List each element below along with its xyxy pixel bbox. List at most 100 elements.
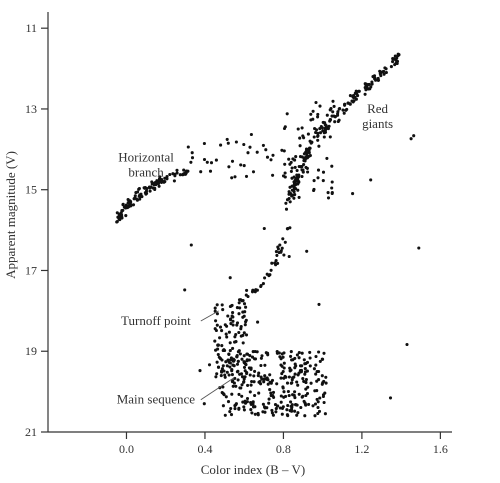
star-point-red-giant-branch bbox=[285, 198, 290, 202]
star-point-main-sequence bbox=[238, 352, 242, 356]
star-point-main-sequence bbox=[219, 374, 223, 378]
star-point-main-sequence bbox=[288, 366, 292, 370]
star-point-field-stars bbox=[190, 151, 194, 155]
star-point-red-giant-core bbox=[287, 192, 291, 196]
star-point-turnoff bbox=[241, 341, 245, 345]
star-point-main-sequence bbox=[226, 400, 231, 404]
star-point-turnoff bbox=[213, 306, 217, 310]
star-point-main-sequence bbox=[315, 397, 319, 401]
star-point-turnoff bbox=[231, 311, 235, 315]
star-point-horizontal-branch bbox=[115, 211, 119, 215]
star-point-main-sequence bbox=[308, 356, 312, 360]
star-point-subgiant-branch bbox=[261, 282, 265, 286]
star-point-main-sequence bbox=[282, 361, 286, 365]
star-point-horizontal-branch bbox=[144, 189, 149, 193]
star-point-main-sequence bbox=[274, 407, 278, 411]
star-point-field-stars bbox=[312, 179, 316, 183]
star-point-main-sequence bbox=[322, 351, 326, 355]
star-point-asymptotic-branch bbox=[209, 161, 214, 165]
star-point-subgiant-branch bbox=[283, 240, 287, 244]
star-point-main-sequence bbox=[240, 375, 245, 379]
star-point-red-giant-core bbox=[296, 188, 300, 192]
y-axis-label: Apparent magnitude (V) bbox=[3, 151, 18, 279]
star-point-turnoff bbox=[228, 304, 232, 309]
star-point-main-sequence bbox=[238, 386, 242, 390]
star-point-turnoff bbox=[221, 308, 225, 312]
star-point-horizontal-branch bbox=[168, 172, 172, 177]
star-point-horizontal-branch bbox=[121, 202, 125, 206]
star-point-horizontal-branch bbox=[137, 186, 141, 191]
star-point-main-sequence bbox=[253, 393, 257, 398]
star-point-main-sequence bbox=[250, 355, 255, 359]
annotation-label: Horizontal bbox=[118, 149, 174, 164]
star-point-main-sequence bbox=[290, 358, 294, 362]
star-point-turnoff bbox=[243, 375, 247, 379]
star-point-subgiant-branch bbox=[280, 246, 284, 250]
star-point-red-giant-branch bbox=[371, 75, 375, 79]
star-point-field-stars bbox=[262, 226, 266, 231]
star-point-turnoff bbox=[242, 302, 247, 306]
star-point-red-giant-branch bbox=[348, 102, 352, 106]
star-point-main-sequence bbox=[242, 380, 246, 384]
star-point-red-giant-branch bbox=[344, 108, 348, 112]
star-point-asymptotic-branch bbox=[255, 150, 259, 154]
star-point-main-sequence bbox=[304, 380, 308, 385]
star-point-asymptotic-branch bbox=[298, 144, 302, 148]
star-point-field-stars bbox=[317, 302, 321, 306]
star-points bbox=[115, 52, 421, 418]
star-point-turnoff bbox=[216, 352, 220, 357]
star-point-main-sequence bbox=[285, 381, 290, 385]
star-point-turnoff bbox=[238, 372, 242, 376]
star-point-turnoff bbox=[214, 375, 218, 379]
star-point-main-sequence bbox=[257, 371, 261, 375]
star-point-red-giant-core bbox=[316, 168, 321, 172]
star-point-main-sequence bbox=[286, 389, 290, 394]
star-point-main-sequence bbox=[314, 372, 318, 376]
star-point-main-sequence bbox=[222, 393, 226, 397]
star-point-red-giant-core bbox=[295, 173, 299, 177]
star-point-horizontal-branch bbox=[129, 203, 133, 207]
star-point-red-giant-core bbox=[301, 134, 305, 138]
star-point-subgiant-branch bbox=[244, 293, 248, 297]
star-point-turnoff bbox=[245, 359, 249, 363]
star-point-field-stars bbox=[287, 254, 291, 259]
star-point-main-sequence bbox=[305, 391, 310, 396]
star-point-turnoff bbox=[220, 303, 224, 307]
star-point-red-giant-core bbox=[302, 159, 306, 163]
star-point-subgiant-branch bbox=[241, 299, 245, 303]
star-point-main-sequence bbox=[279, 394, 283, 398]
star-point-main-sequence bbox=[318, 396, 322, 400]
star-point-main-sequence bbox=[320, 374, 324, 378]
star-point-red-giant-branch bbox=[392, 57, 396, 61]
star-point-turnoff bbox=[231, 315, 235, 319]
star-point-red-giant-core bbox=[285, 112, 289, 116]
star-point-subgiant-branch bbox=[259, 283, 263, 288]
x-tick-label: 1.2 bbox=[354, 442, 369, 456]
star-point-horizontal-branch bbox=[172, 179, 176, 183]
star-point-red-giant-branch bbox=[365, 85, 369, 89]
star-point-subgiant-branch bbox=[274, 250, 278, 254]
star-point-main-sequence bbox=[302, 358, 306, 362]
star-point-asymptotic-branch bbox=[190, 156, 195, 160]
star-point-main-sequence bbox=[277, 351, 281, 355]
star-point-main-sequence bbox=[242, 408, 246, 412]
star-point-red-giant-core bbox=[329, 107, 333, 111]
star-point-asymptotic-branch bbox=[289, 160, 293, 164]
star-point-horizontal-branch bbox=[165, 175, 169, 179]
star-point-main-sequence bbox=[261, 410, 265, 414]
star-point-main-sequence bbox=[279, 376, 283, 380]
star-point-asymptotic-branch bbox=[230, 159, 235, 163]
star-point-turnoff bbox=[244, 305, 248, 309]
star-point-horizontal-branch bbox=[120, 209, 124, 213]
star-point-main-sequence bbox=[286, 403, 290, 408]
star-point-turnoff bbox=[235, 306, 239, 310]
star-point-main-sequence bbox=[256, 411, 260, 415]
star-point-main-sequence bbox=[320, 382, 324, 386]
star-point-horizontal-branch bbox=[157, 178, 162, 182]
star-point-main-sequence bbox=[240, 357, 244, 361]
star-point-asymptotic-branch bbox=[199, 170, 203, 174]
star-point-red-giant-core bbox=[332, 104, 336, 108]
star-point-main-sequence bbox=[317, 350, 321, 354]
star-point-subgiant-branch bbox=[255, 288, 259, 292]
annotation-label: Main sequence bbox=[117, 392, 196, 407]
